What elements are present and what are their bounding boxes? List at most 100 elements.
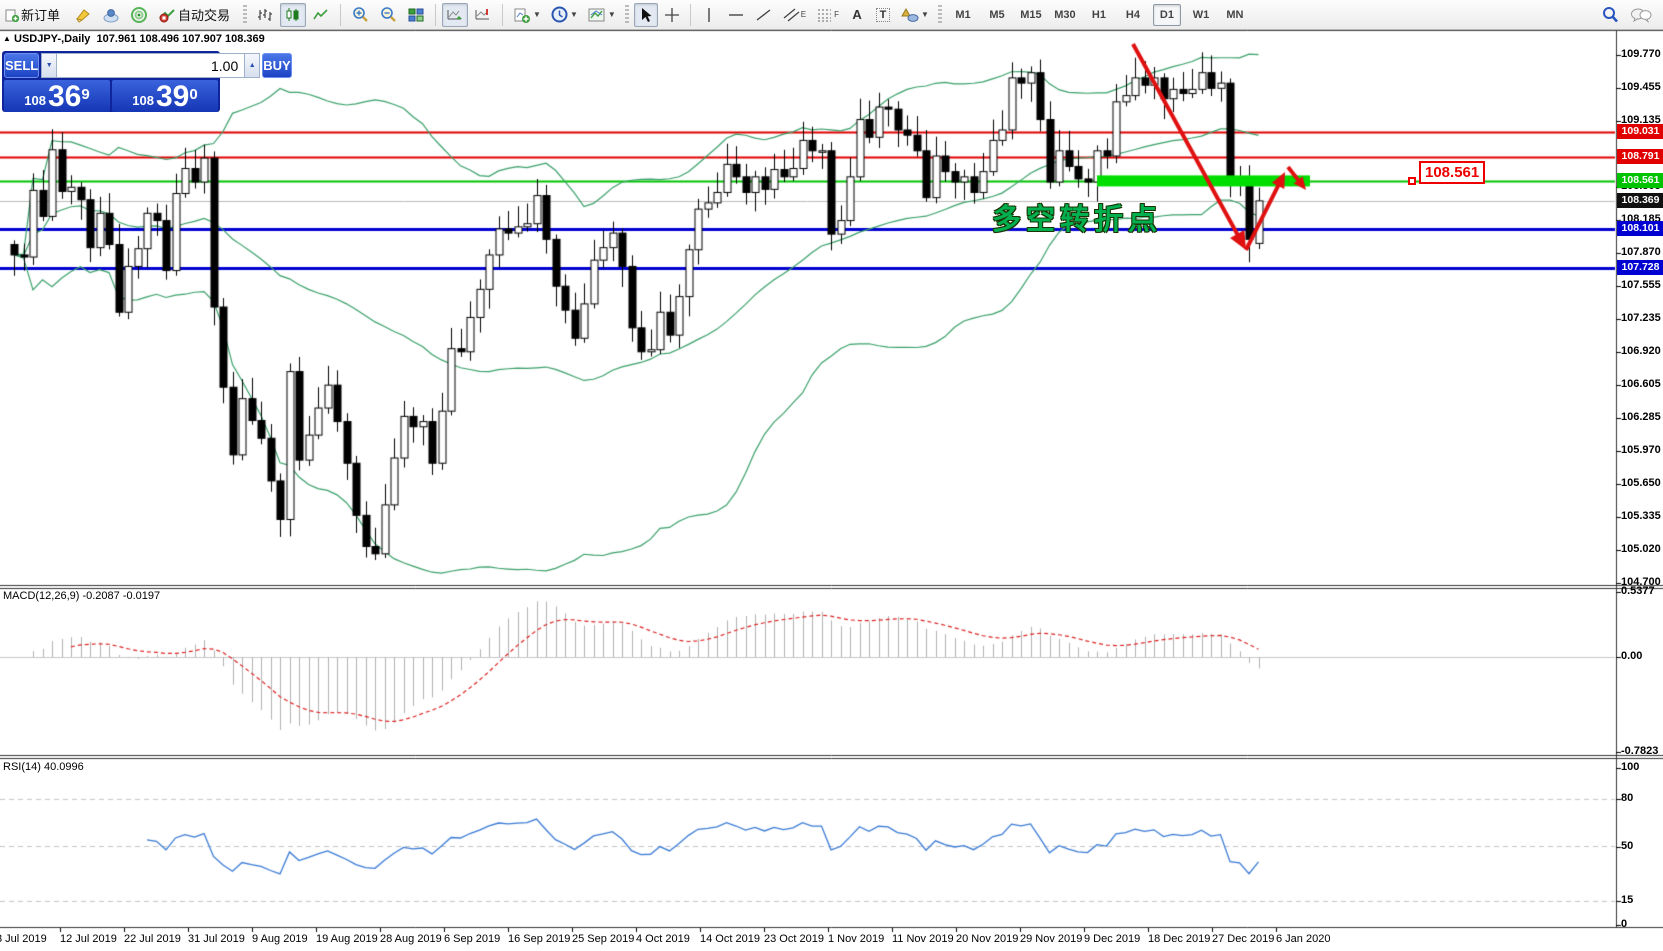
chart-shift-button[interactable] [470,3,496,27]
chat-button[interactable] [1626,3,1656,27]
price-tick-label: 107.870 [1621,245,1661,258]
date-tick-label: 3 Jul 2019 [0,933,47,945]
price-tag-handle[interactable] [1408,177,1416,185]
volume-input[interactable] [57,53,245,78]
shapes-button[interactable]: ▼ [897,3,933,27]
fibonacci-button[interactable]: F [812,3,843,27]
templates-button[interactable]: ▼ [584,3,620,27]
symbol-arrow-icon: ▲ [3,34,11,43]
date-tick-label: 20 Nov 2019 [956,933,1019,945]
main-toolbar: 新订单 自动交易 [0,0,1663,30]
new-order-button[interactable]: 新订单 [1,3,68,27]
auto-trading-button[interactable]: 自动交易 [154,3,238,27]
price-tick-label: 109.135 [1621,114,1661,127]
vertical-line-button[interactable] [697,3,721,27]
templates-icon [588,7,606,23]
crosshair-icon [664,7,680,23]
price-tag-label[interactable]: 108.561 [1419,161,1486,184]
signal-button[interactable] [126,3,152,27]
indicators-icon [513,7,531,23]
auto-scroll-button[interactable] [442,2,469,27]
bar-chart-button[interactable] [252,3,278,27]
date-tick-label: 18 Dec 2019 [1148,933,1211,945]
price-level-label: 108.791 [1617,148,1663,164]
zoom-in-button[interactable] [347,3,373,27]
timeframe-m1[interactable]: M1 [955,8,971,21]
horizontal-line-button[interactable] [723,3,749,27]
tile-windows-icon [407,7,425,23]
crosshair-button[interactable] [660,3,684,27]
shapes-icon [901,7,919,23]
trendline-button[interactable] [751,3,777,27]
fibo-tool-letter: F [834,10,840,19]
rsi-tick-label: 100 [1621,761,1640,773]
buy-price[interactable]: 108 39 0 [112,80,218,112]
periods-button[interactable]: ▼ [547,3,582,27]
rsi-tick-label: 15 [1621,894,1634,907]
price-tick-label: 107.555 [1621,278,1661,291]
cursor-button[interactable] [633,2,658,27]
price-tick-label: 109.455 [1621,80,1661,93]
candlestick-chart-button[interactable] [280,2,307,27]
line-chart-button[interactable] [308,3,334,27]
highlighter-button[interactable] [70,3,96,27]
pivot-annotation-text[interactable]: 多空转折点 [992,204,1163,236]
channel-tool-letter: E [800,10,807,19]
date-tick-label: 12 Jul 2019 [60,933,117,945]
text-button[interactable]: A [845,3,869,27]
toolbar-grip [243,4,248,25]
price-level-label: 108.101 [1617,220,1663,236]
sell-button[interactable]: SELL [4,53,40,78]
timeframe-h4[interactable]: H4 [1125,8,1140,21]
timeframe-mn[interactable]: MN [1226,8,1244,21]
text-icon: A [852,7,862,22]
publish-button[interactable] [98,3,124,27]
indicators-button[interactable]: ▼ [509,3,545,27]
date-tick-label: 9 Aug 2019 [252,933,308,945]
date-tick-label: 31 Jul 2019 [188,933,245,945]
label-button[interactable]: T [871,3,895,27]
date-tick-label: 19 Aug 2019 [316,933,378,945]
timeframe-group: M1 M5 M15 M30 H1 H4 D1 W1 MN [946,3,1252,26]
timeframe-d1[interactable]: D1 [1152,3,1181,26]
buy-button[interactable]: BUY [262,53,292,78]
price-tick-label: 104.700 [1621,576,1661,588]
price-tick-label: 105.020 [1621,542,1661,555]
sell-price-int: 108 [24,93,46,108]
price-tick-label: 105.335 [1621,509,1661,522]
zoom-in-icon [351,6,369,23]
bar-chart-icon [256,7,274,23]
volume-decrease-button[interactable]: ▼ [41,53,58,78]
zoom-out-icon [379,6,397,23]
timeframe-w1[interactable]: W1 [1192,8,1210,21]
macd-tick-label: 0.5377 [1621,584,1655,597]
rsi-indicator-label: RSI(14) 40.0996 [3,761,84,773]
timeframe-m5[interactable]: M5 [989,8,1005,21]
volume-increase-button[interactable]: ▲ [244,53,261,78]
sell-price[interactable]: 108 36 9 [4,80,110,112]
date-tick-label: 14 Oct 2019 [700,933,760,945]
equidistant-channel-icon [783,7,801,23]
rsi-tick-label: 50 [1621,839,1634,852]
price-tick-label: 109.770 [1621,48,1661,60]
sell-price-sup: 9 [81,86,90,103]
date-tick-label: 11 Nov 2019 [892,933,954,945]
timeframe-h1[interactable]: H1 [1091,8,1106,21]
zoom-out-button[interactable] [375,3,401,27]
equidistant-channel-button[interactable]: E [779,3,810,27]
date-tick-label: 22 Jul 2019 [124,933,181,945]
timeframe-m30[interactable]: M30 [1054,8,1076,21]
search-button[interactable] [1597,3,1624,27]
timeframe-m15[interactable]: M15 [1020,8,1042,21]
tile-windows-button[interactable] [403,3,429,27]
autotrading-icon [158,7,176,23]
toolbar-separator [435,3,437,26]
date-tick-label: 25 Sep 2019 [572,933,635,945]
price-tick-label: 106.605 [1621,377,1661,390]
vertical-line-icon [704,7,714,23]
line-chart-icon [312,7,330,23]
price-level-label: 108.369 [1617,192,1663,208]
price-level-label: 109.031 [1617,123,1663,139]
date-tick-label: 6 Sep 2019 [444,933,501,945]
